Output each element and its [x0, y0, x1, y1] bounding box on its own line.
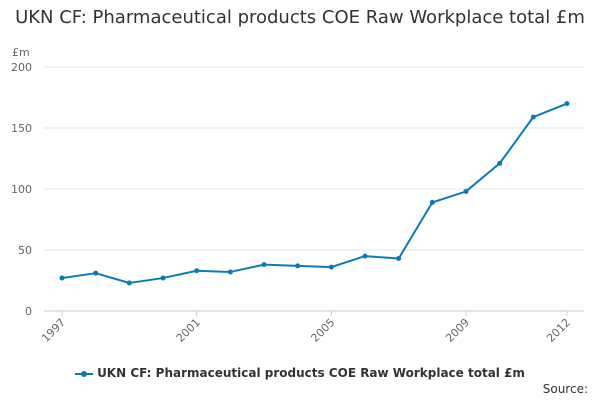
source-label: Source:	[542, 382, 588, 396]
legend-series-label: UKN CF: Pharmaceutical products COE Raw …	[97, 366, 525, 380]
data-point[interactable]	[497, 160, 503, 166]
data-point[interactable]	[362, 253, 368, 259]
y-tick-label: 50	[18, 244, 32, 257]
data-point[interactable]	[194, 268, 200, 274]
x-tick-label: 2001	[174, 316, 203, 345]
y-axis-tick-labels: 0 50 100 150 200	[11, 61, 32, 318]
x-tick-label: 2005	[308, 316, 337, 345]
data-point[interactable]	[160, 275, 166, 281]
y-tick-label: 0	[25, 305, 32, 318]
data-point[interactable]	[126, 280, 132, 286]
data-point[interactable]	[463, 188, 469, 194]
data-point[interactable]	[564, 101, 570, 107]
y-axis-unit-label: £m	[12, 46, 30, 59]
legend[interactable]: UKN CF: Pharmaceutical products COE Raw …	[0, 366, 600, 380]
series-layer	[59, 101, 570, 286]
x-axis-tick-labels: 1997 2001 2005 2009 2012	[39, 311, 573, 345]
legend-line-marker-icon	[75, 369, 94, 379]
y-tick-label: 100	[11, 183, 32, 196]
data-point[interactable]	[396, 256, 402, 262]
data-point[interactable]	[93, 270, 99, 276]
gridlines	[44, 66, 584, 312]
data-point[interactable]	[530, 114, 536, 120]
y-tick-label: 150	[11, 122, 32, 135]
x-tick-label: 1997	[39, 316, 68, 345]
series-line-0[interactable]	[61, 102, 568, 284]
data-point[interactable]	[429, 199, 435, 205]
data-point[interactable]	[59, 275, 65, 281]
x-tick-label: 2009	[443, 316, 472, 345]
data-point[interactable]	[227, 269, 233, 275]
y-tick-label: 200	[11, 61, 32, 74]
x-tick-label: 2012	[544, 316, 573, 345]
data-point[interactable]	[261, 262, 267, 268]
data-point[interactable]	[295, 263, 301, 269]
data-point[interactable]	[328, 264, 334, 270]
chart-title: UKN CF: Pharmaceutical products COE Raw …	[15, 7, 585, 28]
